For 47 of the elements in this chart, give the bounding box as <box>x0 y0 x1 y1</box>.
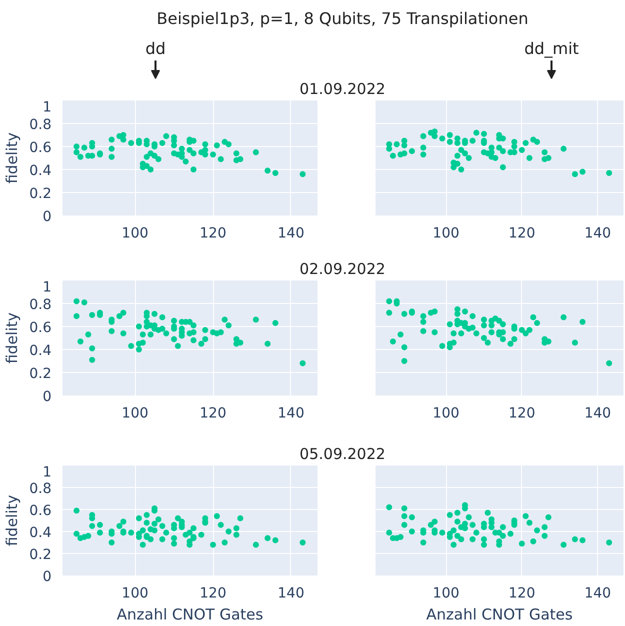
x-tick-label: 100 <box>122 226 148 242</box>
y-tick-label: 0.6 <box>29 503 52 519</box>
y-axis-title: fidelity <box>3 132 22 184</box>
y-tick-label: 0.8 <box>29 117 52 133</box>
x-axis-title: Anzahl CNOT Gates <box>426 606 573 624</box>
y-tick-label: 0.4 <box>29 525 52 541</box>
x-tick-label: 140 <box>584 586 612 602</box>
x-tick-label: 100 <box>432 406 460 422</box>
x-axis-title: Anzahl CNOT Gates <box>116 606 264 624</box>
y-axis-title: fidelity <box>3 312 22 364</box>
x-tick-label: 100 <box>432 226 460 242</box>
y-tick-label: 0.6 <box>29 140 52 156</box>
x-tick-label: 120 <box>508 406 536 422</box>
x-tick-label: 120 <box>200 586 226 602</box>
y-axis-title: fidelity <box>3 494 22 546</box>
y-tick-label: 0 <box>42 569 52 585</box>
x-tick-label: 120 <box>508 226 536 242</box>
y-tick-label: 1 <box>42 100 52 116</box>
x-tick-label: 120 <box>200 406 226 422</box>
y-tick-label: 0.2 <box>29 366 52 382</box>
x-tick-label: 140 <box>584 406 612 422</box>
x-tick-label: 140 <box>584 226 612 242</box>
y-tick-label: 0.4 <box>29 163 52 179</box>
text: dd_mit <box>524 39 579 58</box>
x-tick-label: 100 <box>122 586 148 602</box>
y-tick-label: 1 <box>42 464 52 480</box>
y-tick-label: 1 <box>42 280 52 296</box>
y-tick-label: 0.2 <box>29 547 52 563</box>
x-tick-label: 120 <box>508 586 536 602</box>
chart-title: 05.09.2022 <box>300 445 386 463</box>
chart-title: 01.09.2022 <box>300 80 386 98</box>
y-tick-label: 0.8 <box>29 481 52 497</box>
text: Beispiel1p3, p=1, 8 Qubits, 75 Transpilationen <box>156 9 528 28</box>
x-tick-label: 140 <box>278 586 304 602</box>
x-tick-label: 100 <box>122 406 148 422</box>
y-tick-label: 0 <box>42 389 52 405</box>
y-tick-label: 0.6 <box>29 320 52 336</box>
x-tick-label: 140 <box>278 406 304 422</box>
x-tick-label: 120 <box>200 226 226 242</box>
x-tick-label: 140 <box>278 226 304 242</box>
y-tick-label: 0.4 <box>29 343 52 359</box>
y-tick-label: 0.2 <box>29 186 52 202</box>
y-tick-label: 0 <box>42 209 52 225</box>
chart-title: 02.09.2022 <box>300 260 386 278</box>
y-tick-label: 0.8 <box>29 297 52 313</box>
text: dd <box>145 39 166 58</box>
x-tick-label: 100 <box>432 586 460 602</box>
